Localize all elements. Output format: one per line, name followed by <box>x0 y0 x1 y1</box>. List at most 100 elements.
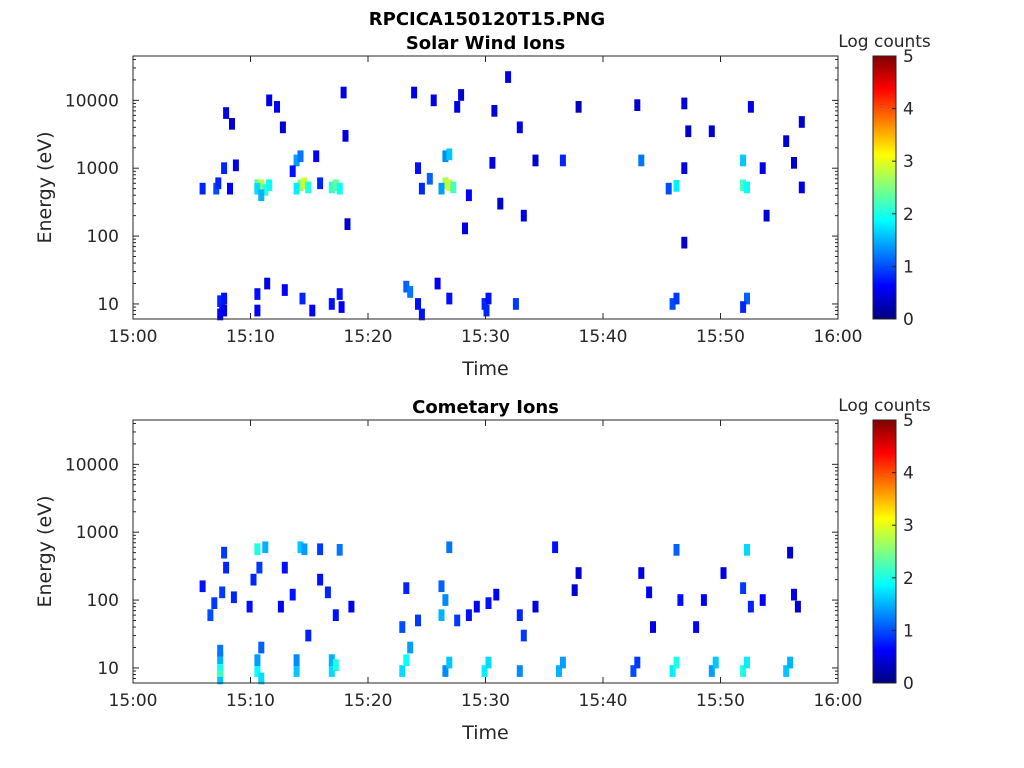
colorbar-tick-label: 4 <box>903 100 914 120</box>
x-tick-label: 15:10 <box>226 327 275 347</box>
spectrogram-cell <box>232 159 239 172</box>
spectrogram-cell <box>332 179 339 192</box>
y-axis-label: Energy (eV) <box>34 495 56 607</box>
spectrogram-cell <box>293 665 300 677</box>
spectrogram-cell <box>309 304 316 317</box>
spectrogram-cell <box>556 665 562 677</box>
y-tick-label: 10000 <box>65 455 119 475</box>
spectrogram-cell <box>411 86 418 99</box>
spectrogram-cell <box>258 672 265 685</box>
spectrogram-cell <box>221 292 228 305</box>
spectrogram-cell <box>700 594 707 606</box>
spectrogram-cell <box>266 94 273 107</box>
colorbar-tick-label: 0 <box>903 310 914 330</box>
spectrogram-cell <box>403 280 410 293</box>
spectrogram-cell <box>552 541 559 554</box>
spectrogram-cell <box>634 656 641 669</box>
colorbar-label: Log counts <box>838 32 931 52</box>
spectrogram-cell <box>317 177 324 190</box>
spectrogram-cell <box>520 209 527 222</box>
spectrogram-cell <box>332 609 339 621</box>
spectrogram-cell <box>254 182 261 195</box>
spectrogram-cell <box>407 286 414 298</box>
spectrogram-cell <box>324 586 331 599</box>
y-axis-label: Energy (eV) <box>34 131 56 243</box>
x-tick-label: 15:40 <box>579 327 628 347</box>
spectrogram-cell <box>759 594 766 606</box>
spectrogram-cell <box>442 150 449 163</box>
colorbar-label: Log counts <box>838 396 931 416</box>
spectrogram-cell <box>279 121 286 134</box>
spectrogram-cell <box>516 121 523 134</box>
spectrogram-cell <box>512 298 519 310</box>
spectrogram-cell <box>217 308 224 321</box>
colorbar-tick-label: 5 <box>903 47 914 67</box>
spectrogram-cell <box>646 586 653 599</box>
spectrogram-cell <box>274 101 280 113</box>
spectrogram-cell <box>342 130 349 142</box>
spectrogram-cell <box>493 588 500 601</box>
colorbar-tick-label: 2 <box>903 205 914 225</box>
spectrogram-cell <box>669 665 676 677</box>
spectrogram-cell <box>465 189 472 202</box>
spectrogram-cell <box>407 641 414 654</box>
spectrogram-cell <box>532 600 539 613</box>
spectrogram-cell <box>199 182 206 195</box>
spectrogram-cell <box>747 101 754 113</box>
spectrogram-cell <box>673 292 680 305</box>
spectrogram-cell <box>297 150 304 163</box>
spectrogram-cell <box>677 594 684 606</box>
colorbar-tick-label: 1 <box>903 621 914 641</box>
spectrogram-cell <box>462 222 468 235</box>
spectrogram-cell <box>485 597 492 609</box>
spectrogram-cell <box>446 292 453 305</box>
colorbar-tick-label: 4 <box>903 464 914 484</box>
spectrogram-cell <box>669 298 676 310</box>
spectrogram-cell <box>317 543 324 556</box>
spectrogram-cell <box>516 609 523 621</box>
spectrogram-cell <box>430 94 437 107</box>
spectrogram-cell <box>571 584 578 596</box>
spectrogram-cell <box>246 600 253 613</box>
spectrogram-cell <box>685 125 692 138</box>
x-axis-label: Time <box>461 722 509 744</box>
spectrogram-cell <box>199 580 206 593</box>
spectrogram-cell <box>399 665 406 677</box>
spectrogram-cell <box>289 165 296 178</box>
spectrogram-cell <box>258 189 265 202</box>
figure-title: RPCICA150120T15.PNG <box>369 9 605 30</box>
spectrogram-cell <box>673 656 680 669</box>
spectrogram-cell <box>783 135 790 147</box>
colorbar-tick-label: 2 <box>903 569 914 589</box>
spectrogram-cell <box>473 600 480 613</box>
spectrogram-cell <box>217 672 224 685</box>
spectrogram-cell <box>230 591 237 604</box>
spectrogram-cell <box>254 543 261 556</box>
spectrogram-cells <box>199 71 805 321</box>
x-axis-label: Time <box>461 358 509 380</box>
spectrogram-cell <box>277 600 284 613</box>
y-tick-label: 100 <box>87 591 119 611</box>
spectrogram-cell <box>211 597 218 609</box>
spectrogram-cell <box>446 148 453 161</box>
spectrogram-cell <box>305 629 312 642</box>
spectrogram-cell <box>744 544 750 556</box>
spectrogram-cell <box>559 154 566 167</box>
spectrogram-cell <box>442 594 449 606</box>
colorbar-tick-label: 5 <box>903 411 914 431</box>
spectrogram-cell <box>575 101 582 113</box>
y-tick-label: 100 <box>87 227 119 247</box>
spectrogram-cell <box>442 665 449 677</box>
spectrogram-cell <box>759 162 766 174</box>
spectrogram-cell <box>426 172 433 185</box>
panel-title: Cometary Ions <box>412 397 559 418</box>
spectrogram-cell <box>258 641 265 654</box>
spectrogram-cell <box>638 567 645 579</box>
spectrogram-cell <box>747 600 754 613</box>
spectrogram-cell <box>215 177 222 190</box>
spectrogram-cell <box>415 162 421 174</box>
spectrogram-cell <box>403 582 410 594</box>
spectrogram-cell <box>434 277 441 290</box>
spectrogram-cell <box>297 179 304 192</box>
